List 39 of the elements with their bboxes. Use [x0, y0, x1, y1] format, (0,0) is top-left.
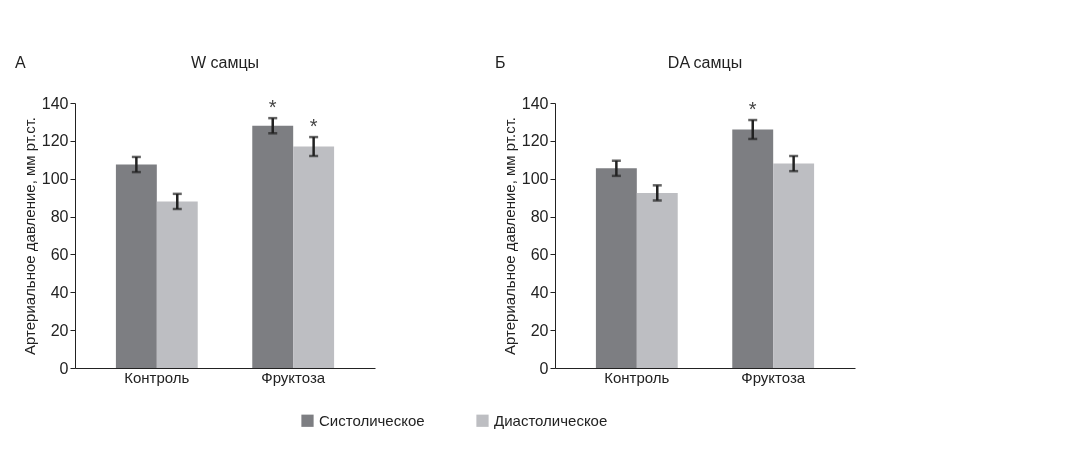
y-tick-label: 40: [50, 283, 69, 301]
annotation: *: [309, 115, 318, 138]
x-tick-label: Фруктоза: [261, 368, 326, 386]
x-tick-label: Контроль: [124, 368, 190, 386]
y-axis-title: Артериальное давление, мм рт.ст.: [20, 116, 38, 356]
y-tick-label: 40: [530, 283, 549, 301]
y-tick-label: 100: [41, 170, 69, 188]
y-tick-label: 20: [50, 321, 69, 339]
bar: [732, 129, 774, 368]
bar: [636, 192, 678, 368]
y-tick-label: 20: [530, 321, 549, 339]
y-tick-label: 60: [50, 245, 69, 263]
bar: [773, 163, 815, 368]
x-tick-label: Фруктоза: [741, 368, 806, 386]
y-tick-label: 80: [530, 208, 549, 226]
y-tick-label: 140: [521, 94, 549, 112]
bar: [595, 168, 637, 368]
y-tick-label: 140: [41, 94, 69, 112]
chart-title: DA самцы: [667, 54, 743, 71]
text: А: [15, 54, 26, 71]
legend-label: Диастолическое: [494, 411, 608, 429]
y-tick-label: 100: [521, 170, 549, 188]
y-tick-label: 0: [59, 359, 69, 377]
chart-title: W самцы: [190, 54, 260, 71]
bar: [252, 125, 294, 368]
y-axis-title: Артериальное давление, мм рт.ст.: [500, 116, 518, 356]
legend-label: Систолическое: [319, 411, 425, 429]
bar: [293, 146, 335, 368]
x-tick-label: Контроль: [604, 368, 670, 386]
y-tick-label: 0: [539, 359, 549, 377]
annotation: *: [748, 98, 757, 121]
annotation: *: [268, 96, 277, 119]
y-tick-label: 80: [50, 208, 69, 226]
bar: [156, 201, 198, 368]
y-tick-label: 120: [521, 132, 549, 150]
bar: [115, 164, 157, 368]
y-tick-label: 60: [530, 245, 549, 263]
y-tick-label: 120: [41, 132, 69, 150]
text: Б: [495, 54, 506, 71]
